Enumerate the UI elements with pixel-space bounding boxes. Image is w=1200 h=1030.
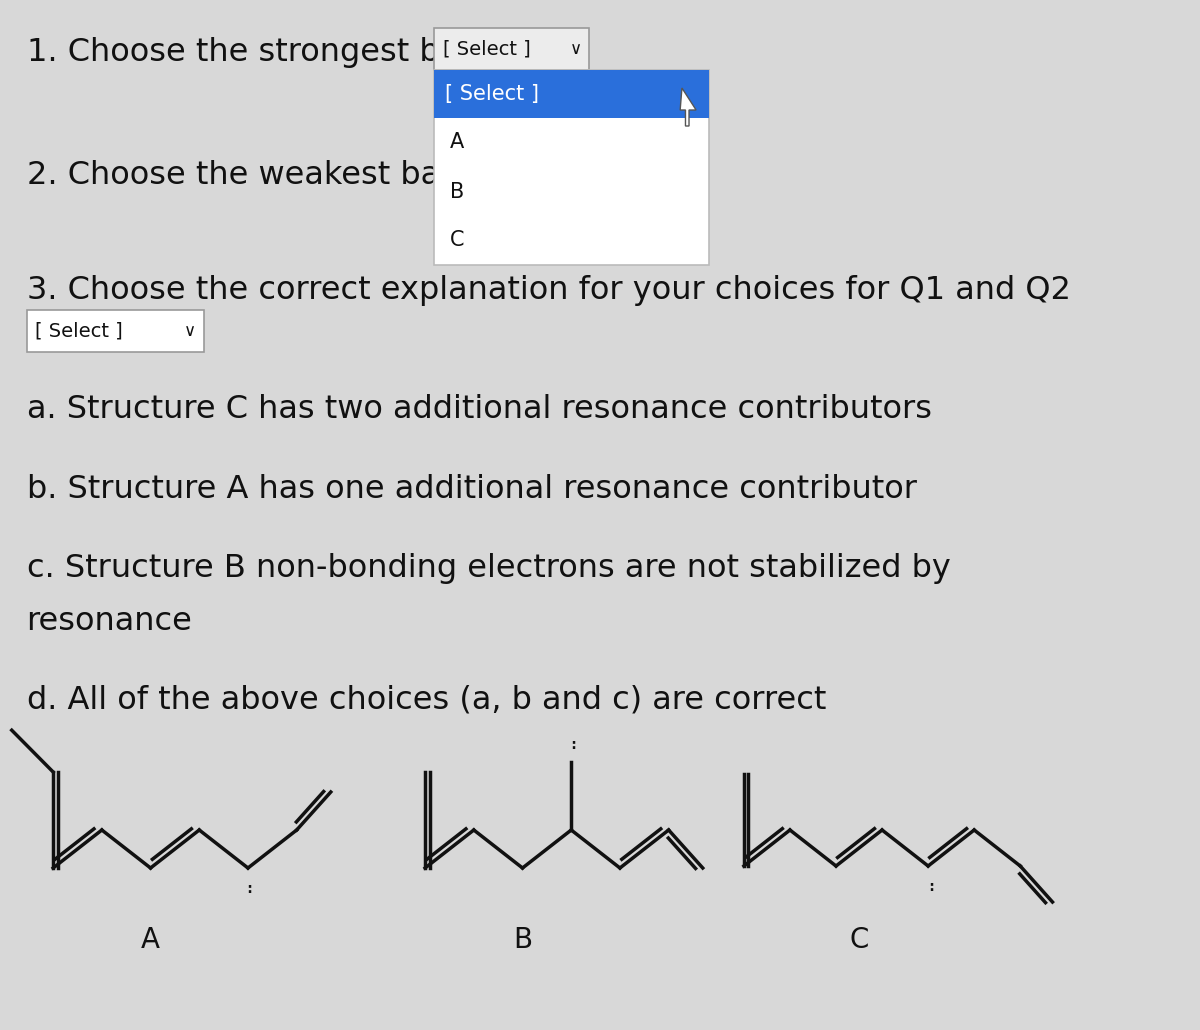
Text: resonance: resonance — [26, 607, 192, 638]
Bar — [434, 28, 589, 70]
Text: B: B — [512, 926, 532, 954]
Text: A: A — [450, 133, 464, 152]
Text: [ Select ]: [ Select ] — [36, 321, 124, 341]
Text: 3. Choose the correct explanation for your choices for Q1 and Q2: 3. Choose the correct explanation for yo… — [26, 275, 1070, 306]
Text: a. Structure C has two additional resonance contributors: a. Structure C has two additional resona… — [26, 394, 931, 425]
Text: c. Structure B non-bonding electrons are not stabilized by: c. Structure B non-bonding electrons are… — [26, 552, 950, 584]
Text: ∶: ∶ — [929, 881, 932, 895]
Text: C: C — [850, 926, 869, 954]
Text: [ Select ]: [ Select ] — [443, 39, 530, 59]
Text: B: B — [450, 181, 464, 202]
Polygon shape — [680, 88, 696, 126]
Text: 2. Choose the weakest base: 2. Choose the weakest base — [26, 160, 476, 191]
Bar — [26, 310, 204, 352]
Text: ∶: ∶ — [247, 883, 252, 897]
Text: b. Structure A has one additional resonance contributor: b. Structure A has one additional resona… — [26, 475, 917, 506]
Text: ∶: ∶ — [571, 739, 575, 753]
Text: [ Select ]: [ Select ] — [444, 84, 539, 104]
Text: 1. Choose the strongest base: 1. Choose the strongest base — [26, 36, 496, 68]
Text: C: C — [450, 231, 464, 250]
Bar — [434, 70, 708, 265]
Text: ∨: ∨ — [570, 40, 582, 58]
Text: d. All of the above choices (a, b and c) are correct: d. All of the above choices (a, b and c)… — [26, 685, 826, 716]
Bar — [434, 70, 708, 118]
Text: ∨: ∨ — [185, 322, 197, 340]
Text: A: A — [142, 926, 160, 954]
